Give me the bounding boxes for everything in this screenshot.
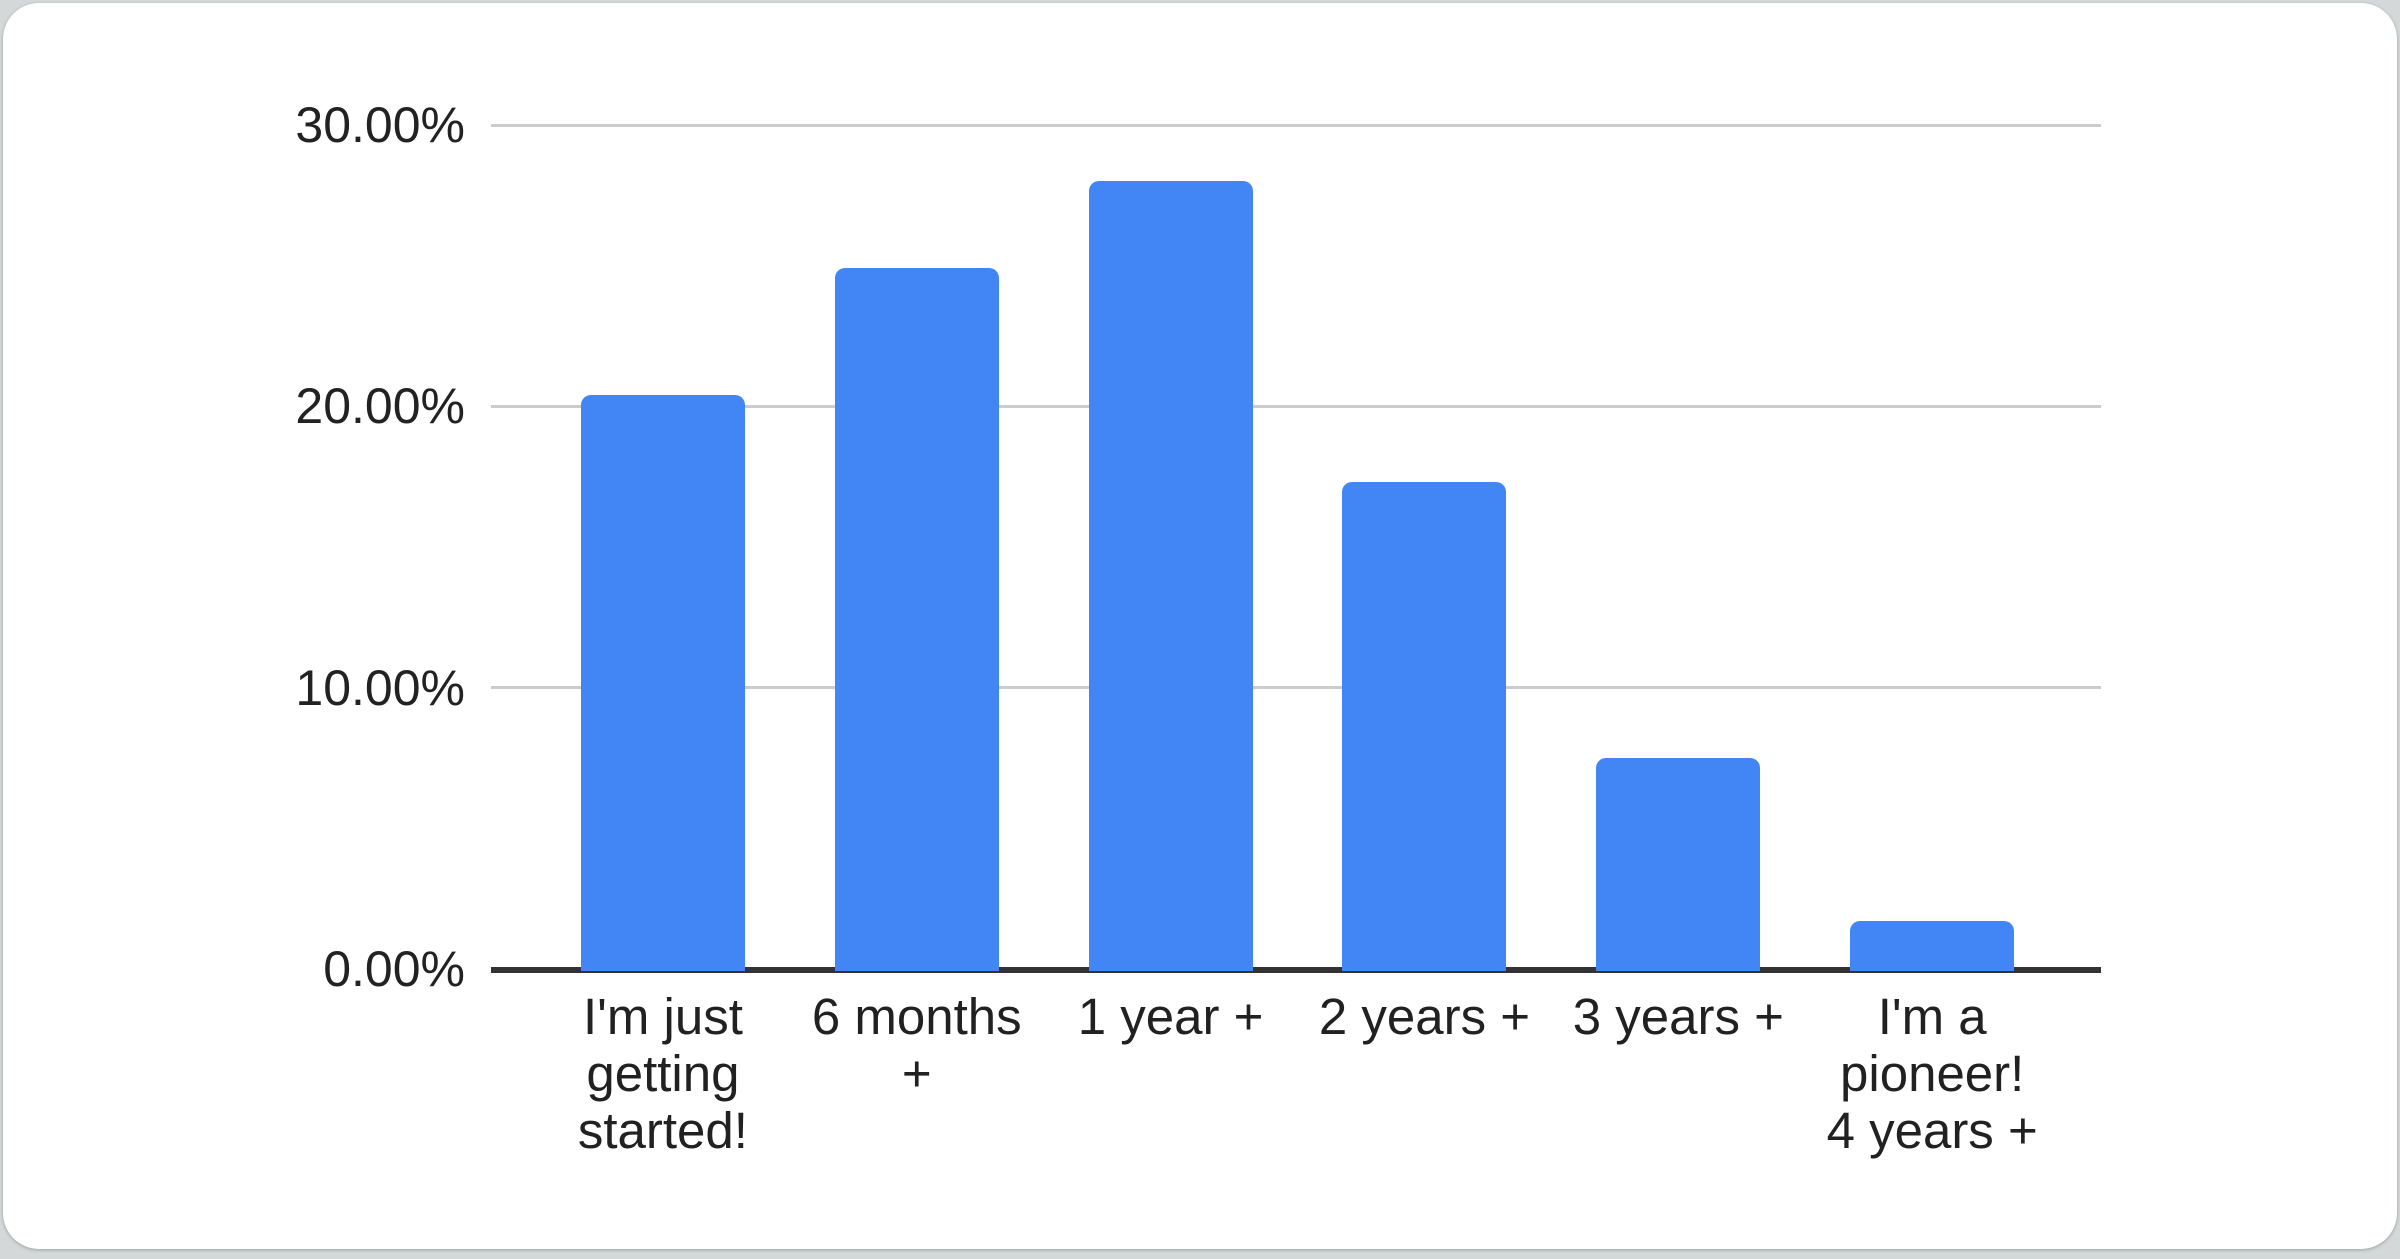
gridline-20 [491,404,2101,408]
bar-6[interactable] [1850,921,2015,971]
y-axis-tick-label: 10.00% [295,659,465,716]
bar-5[interactable] [1596,758,1761,971]
bar-1[interactable] [580,395,745,971]
gridline-10 [491,686,2101,690]
x-axis-line [491,967,2101,973]
chart-plot-area: 30.00% 20.00% 10.00% 0.00% I'm just getting … [3,3,2400,1259]
bar-4[interactable] [1342,482,1507,971]
y-axis-tick-label: 0.00% [323,941,465,997]
x-axis-category-label: 3 years + [1572,988,1784,1045]
x-axis-category-label: I'm a pioneer! 4 years + [1826,988,2038,1159]
x-axis-category-label: 1 year + [1077,988,1264,1045]
x-axis-category-label: 6 months + [811,988,1022,1102]
chart-card: 30.00% 20.00% 10.00% 0.00% I'm just getting … [3,3,2397,1249]
bar-3[interactable] [1088,181,1253,971]
bar-2[interactable] [834,268,999,971]
x-axis-category-label: I'm just getting started! [577,988,748,1159]
y-axis-tick-label: 30.00% [295,97,465,153]
y-axis-tick-label: 20.00% [295,378,465,435]
gridline-30 [491,123,2101,127]
x-axis-category-label: 2 years + [1318,988,1531,1045]
